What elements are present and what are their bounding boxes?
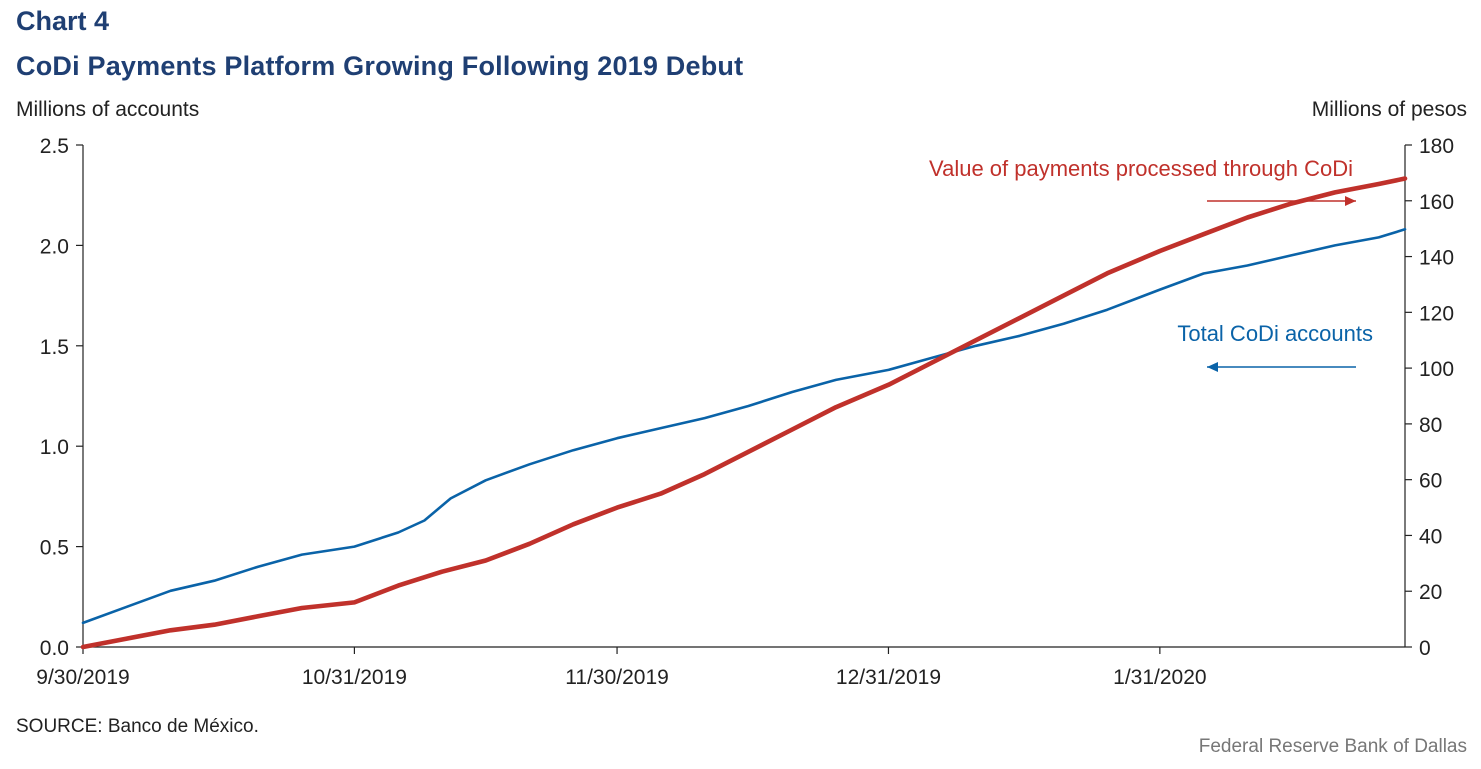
- left-tick-label: 1.5: [40, 336, 69, 359]
- left-tick-label: 2.0: [40, 235, 69, 258]
- arrow-head-accounts: [1207, 362, 1218, 372]
- left-axis-title: Millions of accounts: [16, 98, 200, 121]
- source-note: SOURCE: Banco de México.: [16, 716, 259, 737]
- x-tick-label: 10/31/2019: [302, 666, 407, 689]
- right-tick-label: 80: [1419, 414, 1442, 437]
- arrow-head-payments: [1345, 196, 1356, 206]
- right-tick-label: 140: [1419, 247, 1454, 270]
- x-tick-label: 1/31/2020: [1113, 666, 1206, 689]
- x-tick-label: 12/31/2019: [836, 666, 941, 689]
- x-tick-label: 9/30/2019: [36, 666, 129, 689]
- chart-title: CoDi Payments Platform Growing Following…: [16, 51, 744, 81]
- left-tick-label: 1.0: [40, 436, 69, 459]
- right-tick-label: 100: [1419, 358, 1454, 381]
- annotations: Value of payments processed through CoDi…: [929, 156, 1373, 372]
- series-line-accounts: [81, 228, 1407, 625]
- x-tick-label: 11/30/2019: [565, 666, 669, 689]
- right-tick-label: 160: [1419, 191, 1454, 214]
- right-tick-label: 20: [1419, 581, 1442, 604]
- annotation-label-payments: Value of payments processed through CoDi: [929, 156, 1353, 181]
- left-tick-label: 0.5: [40, 537, 69, 560]
- annotation-label-accounts: Total CoDi accounts: [1177, 321, 1373, 346]
- left-tick-label: 2.5: [40, 135, 69, 158]
- right-axis-title: Millions of pesos: [1311, 98, 1467, 121]
- right-tick-label: 120: [1419, 302, 1454, 325]
- right-tick-label: 60: [1419, 470, 1442, 493]
- series-line-payments: [80, 176, 1408, 650]
- right-tick-label: 0: [1419, 637, 1431, 660]
- right-tick-label: 180: [1419, 135, 1454, 158]
- right-tick-label: 40: [1419, 525, 1442, 548]
- chart-label: Chart 4: [16, 6, 110, 36]
- series-lines: [80, 176, 1408, 650]
- axes: 0.0 0.5 1.0 1.5 2.0 2.5 0 20 40 60 80 100 120 140 160 1…: [36, 135, 1454, 689]
- credit-note: Federal Reserve Bank of Dallas: [1198, 736, 1467, 757]
- left-tick-label: 0.0: [40, 637, 69, 660]
